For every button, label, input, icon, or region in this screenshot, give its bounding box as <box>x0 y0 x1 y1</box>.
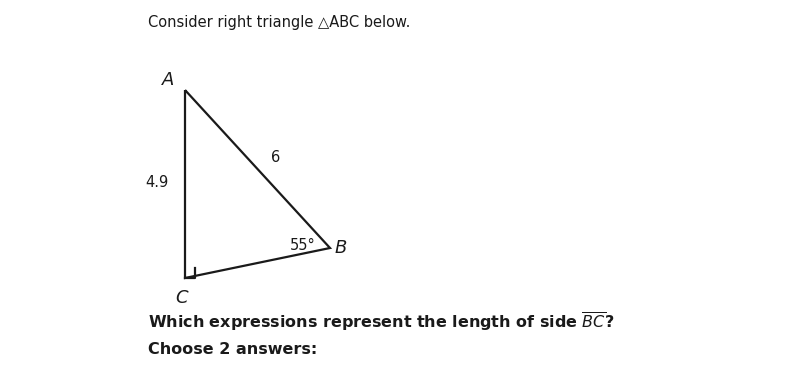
Text: Choose 2 answers:: Choose 2 answers: <box>148 342 318 358</box>
Text: Which expressions represent the length of side $\overline{BC}$?: Which expressions represent the length o… <box>148 310 614 333</box>
Text: 6: 6 <box>271 150 281 166</box>
Text: C: C <box>176 289 188 307</box>
Text: A: A <box>162 71 174 89</box>
Text: 55°: 55° <box>290 237 316 253</box>
Text: 4.9: 4.9 <box>146 175 169 191</box>
Text: B: B <box>335 239 347 257</box>
Text: Consider right triangle △ABC below.: Consider right triangle △ABC below. <box>148 14 410 29</box>
